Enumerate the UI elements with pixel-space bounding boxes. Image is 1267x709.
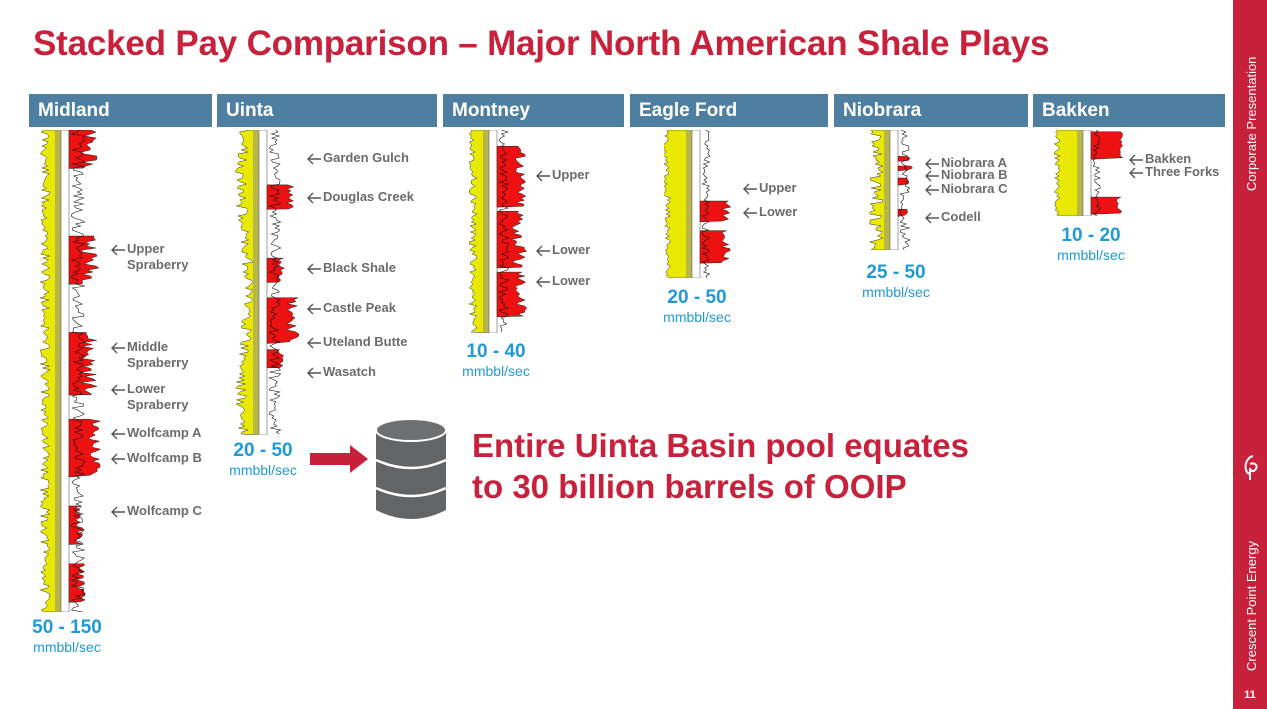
label-three-forks: Three Forks (1128, 164, 1219, 180)
header-montney: Montney (443, 94, 624, 127)
well-log-midland (39, 130, 101, 612)
label-niobrara-a: Niobrara A (924, 155, 1007, 171)
label-wolfcamp-b: Wolfcamp B (110, 450, 202, 466)
header-midland: Midland (29, 94, 212, 127)
label-wolfcamp-a: Wolfcamp A (110, 425, 201, 441)
label-wolfcamp-c: Wolfcamp C (110, 503, 202, 519)
well-log-uinta (235, 130, 299, 435)
red-arrow-icon (310, 445, 368, 473)
label-douglas-creek: Douglas Creek (306, 189, 414, 205)
label-codell: Codell (924, 209, 981, 225)
label-bakken: Bakken (1128, 151, 1191, 167)
header-eagle-ford: Eagle Ford (630, 94, 828, 127)
label-wasatch: Wasatch (306, 364, 376, 380)
well-log-montney (468, 130, 528, 333)
label-black-shale: Black Shale (306, 260, 396, 276)
header-uinta: Uinta (217, 94, 437, 127)
header-bakken: Bakken (1033, 94, 1225, 127)
company-logo-icon (1244, 455, 1258, 480)
sidebar-company-label: Crescent Point Energy (1244, 540, 1259, 671)
callout-line-2: to 30 billion barrels of OOIP (472, 468, 907, 505)
label-garden-gulch: Garden Gulch (306, 150, 409, 166)
page-number: 11 (1244, 689, 1256, 701)
well-log-eagle-ford (664, 130, 732, 278)
well-log-bakken (1053, 130, 1123, 216)
label-niobrara-c: Niobrara C (924, 181, 1007, 197)
oil-barrel-icon (375, 418, 447, 519)
page-title: Stacked Pay Comparison – Major North Ame… (33, 24, 1050, 63)
label-montney-lower-1: Lower (535, 242, 590, 258)
sidebar-band (1233, 0, 1267, 709)
label-middle-spraberry: Middle Spraberry (110, 339, 197, 371)
rate-midland: 50 - 150 mmbbl/sec (32, 617, 102, 655)
callout-text: Entire Uinta Basin pool equates to 30 bi… (472, 425, 969, 507)
label-upper-spraberry: Upper Spraberry (110, 241, 197, 273)
header-niobrara: Niobrara (834, 94, 1028, 127)
rate-eagle-ford: 20 - 50 mmbbl/sec (663, 287, 731, 325)
rate-uinta: 20 - 50 mmbbl/sec (229, 440, 297, 478)
rate-montney: 10 - 40 mmbbl/sec (462, 341, 530, 379)
label-uteland-butte: Uteland Butte (306, 334, 408, 350)
callout-line-1: Entire Uinta Basin pool equates (472, 427, 969, 464)
label-niobrara-b: Niobrara B (924, 167, 1007, 183)
label-montney-upper: Upper (535, 167, 590, 183)
label-castle-peak: Castle Peak (306, 300, 396, 316)
rate-niobrara: 25 - 50 mmbbl/sec (862, 262, 930, 300)
label-eagle-ford-lower: Lower (742, 204, 797, 220)
label-montney-lower-2: Lower (535, 273, 590, 289)
sidebar-presentation-label: Corporate Presentation (1244, 56, 1259, 191)
rate-bakken: 10 - 20 mmbbl/sec (1057, 225, 1125, 263)
label-eagle-ford-upper: Upper (742, 180, 797, 196)
label-lower-spraberry: Lower Spraberry (110, 381, 197, 413)
well-log-niobrara (868, 130, 914, 250)
